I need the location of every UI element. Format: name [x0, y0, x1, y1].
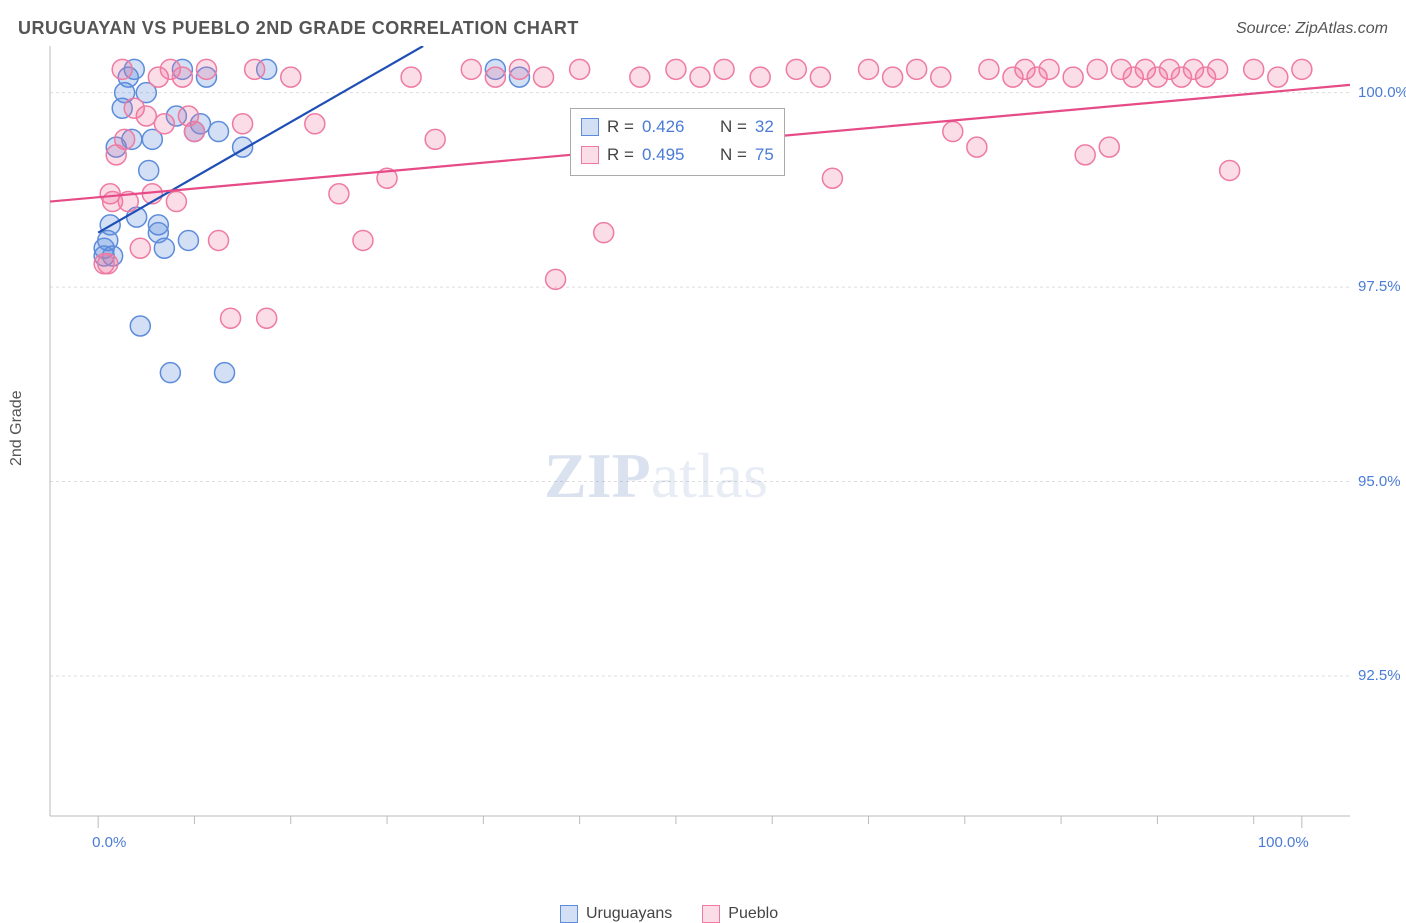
legend-swatch	[581, 118, 599, 136]
legend-swatch	[560, 905, 578, 923]
data-point	[130, 316, 150, 336]
data-point	[184, 122, 204, 142]
legend-row: R = 0.426 N = 32	[581, 113, 774, 141]
r-value: 0.495	[642, 145, 702, 165]
data-point	[209, 122, 229, 142]
data-point	[509, 59, 529, 79]
y-tick-label: 95.0%	[1358, 473, 1401, 490]
series-legend: Uruguayans Pueblo	[560, 905, 778, 923]
data-point	[329, 184, 349, 204]
data-point	[178, 230, 198, 250]
data-point	[822, 168, 842, 188]
data-point	[1244, 59, 1264, 79]
legend-swatch	[581, 146, 599, 164]
y-tick-label: 100.0%	[1358, 84, 1406, 101]
data-point	[209, 230, 229, 250]
n-value: 75	[755, 145, 774, 165]
n-label: N =	[720, 145, 747, 165]
data-point	[594, 223, 614, 243]
data-point	[546, 269, 566, 289]
data-point	[115, 129, 135, 149]
data-point	[1063, 67, 1083, 87]
data-point	[485, 67, 505, 87]
data-point	[160, 363, 180, 383]
data-point	[305, 114, 325, 134]
legend-swatch	[702, 905, 720, 923]
data-point	[979, 59, 999, 79]
y-axis-label: 2nd Grade	[8, 390, 26, 466]
correlation-legend-box: R = 0.426 N = 32 R = 0.495 N = 75	[570, 108, 785, 176]
series-legend-item: Pueblo	[702, 905, 778, 923]
data-point	[810, 67, 830, 87]
data-point	[98, 254, 118, 274]
series-legend-item: Uruguayans	[560, 905, 672, 923]
data-point	[281, 67, 301, 87]
data-point	[136, 106, 156, 126]
data-point	[907, 59, 927, 79]
data-point	[967, 137, 987, 157]
data-point	[148, 215, 168, 235]
data-point	[1087, 59, 1107, 79]
series-name: Uruguayans	[586, 905, 672, 923]
y-tick-label: 97.5%	[1358, 278, 1401, 295]
data-point	[1292, 59, 1312, 79]
r-label: R =	[607, 117, 634, 137]
data-point	[112, 59, 132, 79]
data-point	[630, 67, 650, 87]
data-point	[943, 122, 963, 142]
data-point	[196, 59, 216, 79]
chart-title: URUGUAYAN VS PUEBLO 2ND GRADE CORRELATIO…	[18, 18, 579, 39]
data-point	[750, 67, 770, 87]
data-point	[786, 59, 806, 79]
data-point	[172, 67, 192, 87]
r-value: 0.426	[642, 117, 702, 137]
data-point	[215, 363, 235, 383]
legend-row: R = 0.495 N = 75	[581, 141, 774, 169]
data-point	[1208, 59, 1228, 79]
n-label: N =	[720, 117, 747, 137]
data-point	[1039, 59, 1059, 79]
series-name: Pueblo	[728, 905, 778, 923]
data-point	[353, 230, 373, 250]
data-point	[245, 59, 265, 79]
data-point	[154, 114, 174, 134]
data-point	[139, 160, 159, 180]
x-tick-label: 0.0%	[92, 834, 126, 851]
data-point	[1220, 160, 1240, 180]
data-point	[461, 59, 481, 79]
data-point	[233, 114, 253, 134]
data-point	[166, 192, 186, 212]
data-point	[570, 59, 590, 79]
data-point	[257, 308, 277, 328]
data-point	[931, 67, 951, 87]
chart-area: 2nd Grade ZIPatlas R = 0.426 N = 32 R = …	[0, 46, 1406, 892]
data-point	[1268, 67, 1288, 87]
data-point	[130, 238, 150, 258]
data-point	[401, 67, 421, 87]
data-point	[666, 59, 686, 79]
x-tick-label: 100.0%	[1258, 834, 1309, 851]
data-point	[1075, 145, 1095, 165]
data-point	[425, 129, 445, 149]
source-label: Source: ZipAtlas.com	[1236, 20, 1388, 38]
n-value: 32	[755, 117, 774, 137]
r-label: R =	[607, 145, 634, 165]
data-point	[1099, 137, 1119, 157]
data-point	[154, 238, 174, 258]
data-point	[534, 67, 554, 87]
data-point	[714, 59, 734, 79]
data-point	[883, 67, 903, 87]
data-point	[221, 308, 241, 328]
data-point	[690, 67, 710, 87]
y-tick-label: 92.5%	[1358, 667, 1401, 684]
data-point	[859, 59, 879, 79]
